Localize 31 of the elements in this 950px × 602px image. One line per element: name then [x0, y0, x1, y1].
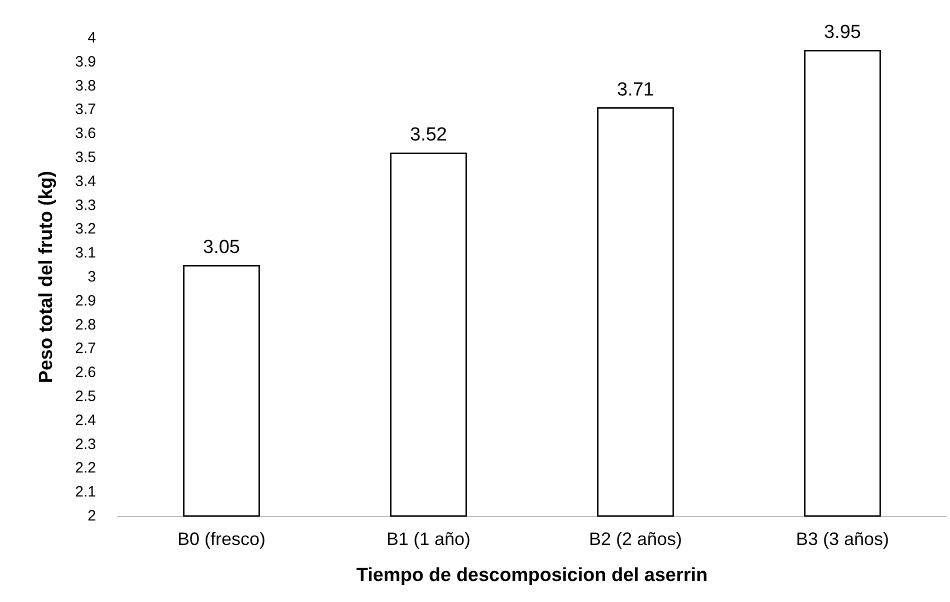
x-axis-title: Tiempo de descomposicion del aserrin: [356, 565, 708, 586]
y-tick-label: 2: [88, 508, 96, 524]
data-label: 3.52: [410, 124, 447, 146]
x-tick-label: B2 (2 años): [588, 529, 682, 549]
data-label: 3.05: [203, 237, 240, 258]
y-tick-label: 3.6: [75, 125, 96, 142]
y-tick-label: 3: [88, 268, 96, 286]
x-tick-label: B1 (1 año): [386, 529, 471, 549]
x-tick-label: B3 (3 años): [796, 529, 890, 549]
y-tick-label: 2.6: [75, 364, 96, 382]
data-label: 3.71: [617, 79, 654, 100]
y-tick-label: 3.7: [75, 101, 96, 118]
y-tick-label: 2.4: [75, 412, 96, 429]
y-axis-title: Peso total del fruto (kg): [36, 170, 57, 384]
y-tick-label: 3.4: [75, 172, 96, 190]
y-tick-label: 2.7: [75, 340, 96, 358]
y-tick-label: 2.5: [75, 388, 96, 405]
y-tick-label: 2.1: [75, 484, 96, 501]
y-tick-label: 3.2: [75, 220, 96, 238]
y-tick-label: 3.1: [75, 244, 96, 262]
y-tick-label: 3.5: [75, 149, 96, 166]
y-tick-label: 3.3: [75, 196, 96, 214]
x-tick-label: B0 (fresco): [177, 529, 266, 549]
y-tick-label: 2.9: [75, 292, 96, 310]
y-tick-label: 2.2: [75, 460, 96, 477]
y-tick-label: 3.9: [75, 53, 96, 70]
data-label: 3.95: [824, 22, 861, 43]
y-tick-label: 2.3: [75, 436, 96, 453]
y-tick-label: 3.8: [75, 77, 96, 94]
y-tick-label: 4: [88, 30, 96, 46]
y-tick-label: 2.8: [75, 316, 96, 334]
